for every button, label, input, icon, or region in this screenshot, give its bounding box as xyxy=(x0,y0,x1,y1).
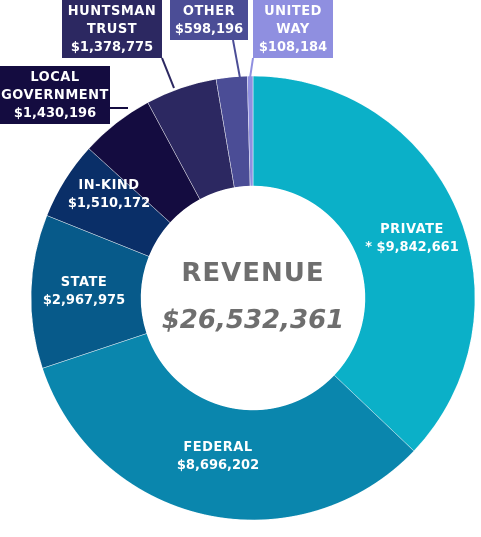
label-huntsman-trust: HUNTSMAN TRUST $1,378,775 xyxy=(62,0,162,58)
slice-name-state: STATE xyxy=(61,275,108,290)
label-local-government: LOCAL GOVERNMENT $1,430,196 xyxy=(0,66,110,124)
slice-value-local-government: $1,430,196 xyxy=(14,106,96,121)
slice-value-huntsman-trust: $1,378,775 xyxy=(71,40,153,55)
slice-name-in-kind: IN-KIND xyxy=(78,178,139,193)
slice-value-state: $2,967,975 xyxy=(43,293,125,308)
callout-line-other xyxy=(232,39,241,79)
label-united-way: UNITED WAY $108,184 xyxy=(253,0,333,58)
callout-line-united-way xyxy=(249,57,254,79)
slice-value-in-kind: $1,510,172 xyxy=(68,196,150,211)
slice-labels: PRIVATE * $9,842,661 FEDERAL $8,696,202 STAT… xyxy=(0,0,459,473)
slice-value-united-way: $108,184 xyxy=(259,40,327,55)
donut-hole xyxy=(141,186,365,410)
label-private: PRIVATE * $9,842,661 xyxy=(365,222,459,255)
label-box-united-way xyxy=(253,0,333,58)
donut-slices xyxy=(30,75,476,521)
label-state: STATE $2,967,975 xyxy=(43,275,125,308)
callout-line-huntsman-trust xyxy=(161,57,175,89)
slice-name-other: OTHER xyxy=(183,4,235,19)
label-other: OTHER $598,196 xyxy=(170,0,248,40)
slice-name-local-government: LOCAL GOVERNMENT xyxy=(1,70,109,103)
total-revenue: $26,532,361 xyxy=(162,305,345,335)
slice-value-other: $598,196 xyxy=(175,22,243,37)
slice-name-federal: FEDERAL xyxy=(183,440,252,455)
slice-value-federal: $8,696,202 xyxy=(177,458,259,473)
label-federal: FEDERAL $8,696,202 xyxy=(177,440,259,473)
chart-title: REVENUE xyxy=(181,258,324,288)
label-box-local-government xyxy=(0,66,110,124)
label-box-huntsman-trust xyxy=(62,0,162,58)
label-box-other xyxy=(170,0,248,40)
callout-lines xyxy=(110,39,254,109)
slice-private xyxy=(252,75,476,452)
slice-name-huntsman-trust: HUNTSMAN TRUST xyxy=(68,4,156,37)
slice-value-private: * $9,842,661 xyxy=(365,240,459,255)
slice-name-united-way: UNITED WAY xyxy=(264,4,322,37)
label-in-kind: IN-KIND $1,510,172 xyxy=(68,178,150,211)
slice-name-private: PRIVATE xyxy=(380,222,444,237)
